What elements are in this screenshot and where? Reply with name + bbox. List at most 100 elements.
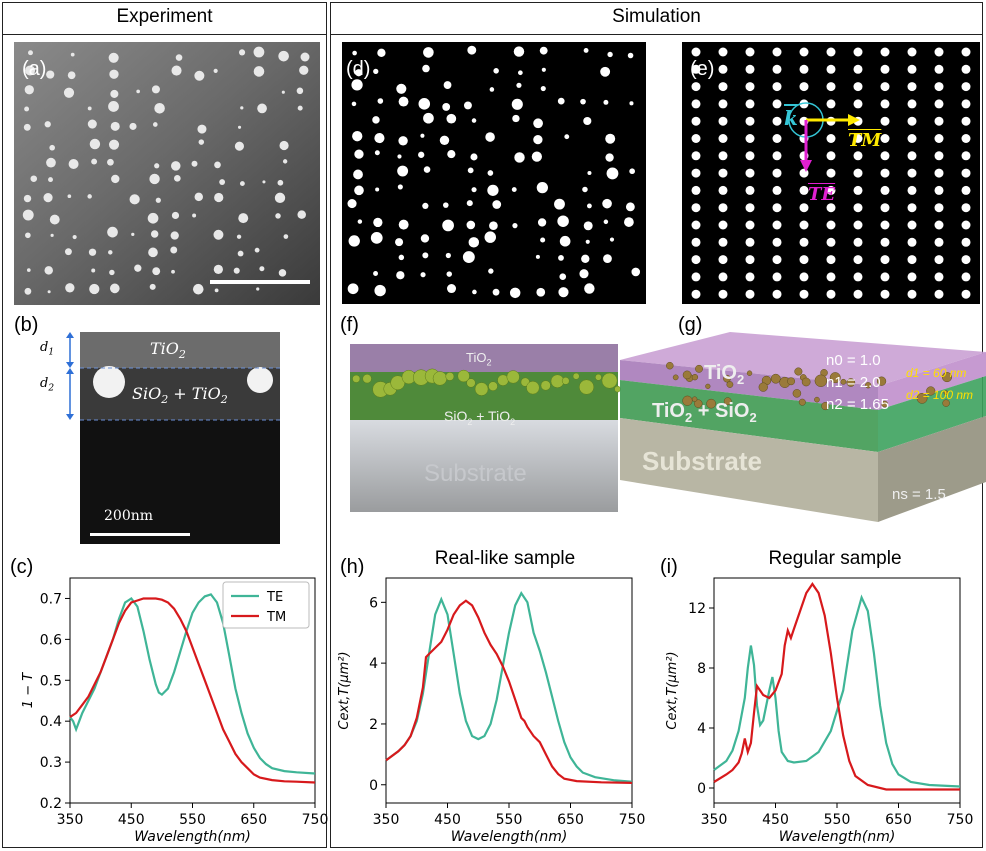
simulated-particle: [603, 219, 609, 225]
regular-particle: [907, 151, 917, 161]
simulated-particle: [585, 239, 590, 244]
particle-ball: [526, 380, 540, 395]
layer-diagram-g: [620, 332, 986, 522]
x-tick-label: 450: [762, 812, 789, 828]
regular-particle: [799, 82, 809, 92]
simulated-particle: [354, 185, 364, 196]
particle-ball: [758, 382, 768, 392]
simulated-particle: [512, 223, 518, 229]
particle-ball: [746, 370, 753, 376]
regular-particle: [745, 272, 755, 282]
regular-particle: [691, 82, 701, 92]
y-tick-label: 0.2: [40, 796, 62, 812]
regular-particle: [853, 255, 863, 265]
regular-particle: [718, 116, 728, 126]
nanoparticle: [70, 52, 75, 57]
regular-particle: [907, 289, 917, 299]
particle-ball: [801, 377, 811, 387]
regular-particle: [880, 168, 890, 178]
simulated-particle: [629, 168, 635, 175]
nanoparticle: [147, 212, 159, 224]
nanoparticle: [262, 180, 266, 184]
regular-particle: [907, 272, 917, 282]
regular-particle: [799, 237, 809, 247]
regular-particle: [934, 116, 944, 126]
regular-particle: [880, 255, 890, 265]
simulated-particle: [540, 237, 546, 243]
nanoparticle: [150, 230, 159, 238]
particle-ball: [506, 370, 520, 384]
regular-particle: [772, 272, 782, 282]
nanoparticle: [108, 139, 120, 150]
regular-particle: [880, 82, 890, 92]
nanoparticle: [107, 226, 118, 238]
simulated-particle: [600, 66, 611, 77]
nanoparticle: [72, 234, 77, 240]
y-tick-label: 0: [369, 778, 378, 794]
simulated-particle: [541, 67, 546, 72]
simulated-particle: [557, 97, 565, 105]
particle-ball: [723, 374, 731, 383]
y-tick-label: 8: [697, 661, 706, 677]
chart-h-title: Real-like sample: [434, 548, 576, 569]
simulated-particle: [396, 83, 407, 94]
nanoparticle: [87, 119, 97, 129]
y-tick-label: 0.7: [40, 591, 62, 607]
k-vector-label: k: [784, 106, 798, 130]
nanoparticle: [111, 174, 120, 184]
simulated-particle: [468, 237, 480, 248]
tem-image-b: [66, 332, 280, 544]
legend-box: [222, 581, 310, 629]
simulated-particle: [484, 231, 496, 243]
regular-particle: [772, 151, 782, 161]
regular-particle: [799, 168, 809, 178]
regular-particle: [718, 255, 728, 265]
nanoparticle: [30, 175, 38, 183]
simulated-particle: [536, 182, 548, 194]
nanoparticle: [275, 213, 281, 219]
nanoparticle: [108, 250, 113, 255]
regular-particle: [880, 289, 890, 299]
nanoparticle: [282, 159, 288, 164]
regular-particle: [961, 151, 971, 161]
panel-label-h: (h): [340, 556, 365, 578]
simulated-particle: [581, 254, 590, 263]
label-g-n0: n0 = 1.0: [826, 352, 881, 369]
label-f-substrate: Substrate: [424, 460, 527, 487]
particle-ball: [682, 370, 692, 380]
regular-particle: [961, 237, 971, 247]
nanoparticle: [192, 283, 204, 295]
x-tick-label: 650: [885, 812, 912, 828]
simulated-particle: [540, 85, 546, 92]
particle-ball: [432, 371, 448, 386]
simulated-particle: [512, 114, 520, 123]
regular-particle: [934, 237, 944, 247]
nanoparticle: [64, 248, 72, 256]
regular-particle: [826, 185, 836, 195]
simulated-particle: [446, 284, 457, 294]
nanoparticle: [24, 85, 34, 95]
simulated-particle: [509, 287, 521, 299]
regular-particle: [745, 99, 755, 109]
regular-particle: [826, 151, 836, 161]
nanoparticle: [48, 177, 53, 183]
regular-particle: [718, 220, 728, 230]
simulated-particle: [423, 47, 434, 58]
nanoparticle: [214, 192, 224, 203]
simulated-particle: [352, 50, 357, 56]
regular-particle: [880, 272, 890, 282]
particle-ball: [445, 372, 455, 381]
label-g-tio2: TiO2: [704, 362, 745, 387]
panel-label-b: (b): [14, 314, 39, 336]
nanoparticle: [194, 70, 205, 81]
simulated-particle: [347, 199, 357, 209]
regular-particle: [907, 255, 917, 265]
nanoparticle: [129, 122, 137, 130]
regular-particle: [853, 220, 863, 230]
regular-particle: [691, 116, 701, 126]
te-vector-label: TE: [808, 184, 836, 205]
simulated-particle: [446, 271, 452, 277]
nanoparticle: [237, 250, 244, 257]
simulated-particle: [606, 167, 619, 180]
regular-particle: [934, 168, 944, 178]
